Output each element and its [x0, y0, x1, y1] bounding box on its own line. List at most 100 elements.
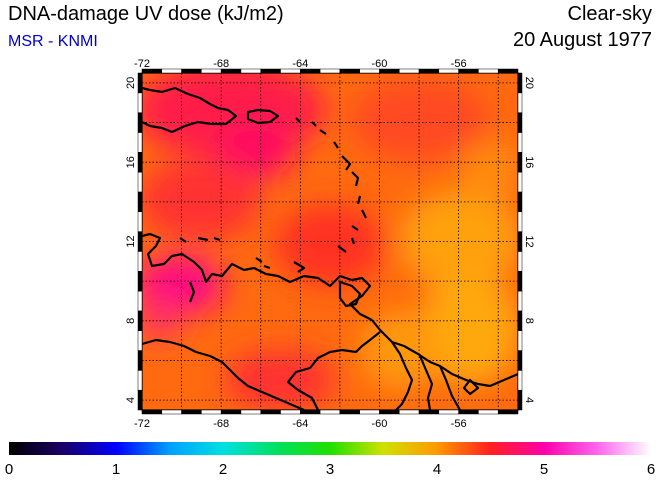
border-segment	[137, 370, 143, 391]
lon-label-top: -72	[134, 58, 150, 70]
border-segment	[517, 112, 523, 133]
border-segment	[497, 68, 519, 74]
border-segment	[137, 152, 143, 173]
date-label: 20 August 1977	[512, 29, 652, 51]
border-segment	[517, 211, 523, 232]
border-segment	[319, 409, 341, 415]
border-segment	[379, 409, 400, 415]
border-segment	[137, 350, 143, 371]
border-segment	[517, 72, 523, 94]
border-segment	[280, 409, 301, 415]
lat-label-left: 20	[125, 77, 137, 89]
border-segment	[201, 409, 222, 415]
border-segment	[517, 132, 523, 153]
colorbar-tick-label: 1	[112, 461, 120, 478]
lat-label-right: 20	[523, 77, 535, 89]
border-segment	[137, 72, 143, 94]
source-label: MSR - KNMI	[8, 33, 98, 50]
border-segment	[137, 171, 143, 193]
border-segment	[137, 231, 143, 252]
border-segment	[137, 251, 143, 272]
border-segment	[319, 68, 341, 74]
colorbar-tick-label: 3	[326, 461, 334, 478]
border-segment	[141, 409, 163, 415]
border-segment	[399, 409, 420, 415]
border-segment	[517, 270, 523, 292]
border-segment	[137, 112, 143, 133]
border-segment	[137, 330, 143, 351]
lon-label-bottom: -56	[451, 418, 467, 430]
map-title: DNA-damage UV dose (kJ/m2)	[8, 3, 284, 25]
border-segment	[517, 231, 523, 252]
border-segment	[161, 68, 182, 74]
lon-label-bottom: -60	[372, 418, 388, 430]
border-segment	[517, 251, 523, 272]
border-segment	[181, 409, 202, 415]
border-segment	[418, 68, 440, 74]
lon-label-top: -64	[292, 58, 308, 70]
lon-label-top: -68	[213, 58, 229, 70]
border-segment	[359, 409, 380, 415]
border-segment	[517, 191, 523, 213]
border-segment	[240, 409, 261, 415]
colorbar-tick-label: 2	[219, 461, 227, 478]
border-segment	[137, 191, 143, 213]
border-segment	[300, 409, 321, 415]
border-segment	[517, 290, 523, 312]
lat-label-right: 16	[523, 156, 535, 168]
border-segment	[517, 171, 523, 193]
border-segment	[517, 310, 523, 331]
border-segment	[260, 68, 281, 74]
border-segment	[517, 330, 523, 351]
border-segment	[478, 68, 499, 74]
border-segment	[438, 409, 459, 415]
colorbar-labels: 0 1 2 3 4 5 6	[5, 461, 655, 478]
colorbar-tick-label: 0	[5, 461, 13, 478]
uv-field	[142, 73, 518, 410]
lat-label-right: 8	[523, 318, 535, 324]
graticule	[142, 73, 518, 410]
border-segment	[458, 409, 479, 415]
lat-label-left: 8	[125, 318, 137, 324]
border-segment	[418, 409, 440, 415]
border-segment	[517, 92, 523, 113]
colorbar-tick-label: 5	[540, 461, 548, 478]
lat-label-left: 12	[125, 235, 137, 247]
border-segment	[137, 132, 143, 153]
border-segment	[137, 270, 143, 292]
border-segment	[137, 290, 143, 312]
colorbar-tick-label: 6	[647, 461, 655, 478]
border-segment	[497, 409, 519, 415]
border-segment	[240, 68, 261, 74]
border-segment	[339, 409, 360, 415]
uv-dose-map: -72 -72 -68 -68 -64 -64 -60 -60 -56 -56 4 4 8 8 12 12 16…	[125, 58, 535, 430]
colorbar-ramp	[9, 442, 651, 455]
border-segment	[517, 370, 523, 391]
lat-label-left: 4	[125, 397, 137, 403]
coastlines	[142, 86, 518, 410]
lat-label-left: 16	[125, 156, 137, 168]
border-segment	[478, 409, 499, 415]
border-segment	[339, 68, 360, 74]
border-segment	[517, 389, 523, 411]
lat-label-right: 4	[523, 397, 535, 403]
lat-label-right: 12	[523, 235, 535, 247]
lon-label-bottom: -72	[134, 418, 150, 430]
border-segment	[517, 152, 523, 173]
colorbar: 0 1 2 3 4 5 6	[5, 442, 655, 478]
lon-label-bottom: -64	[292, 418, 308, 430]
border-segment	[181, 68, 202, 74]
axis-labels: -72 -72 -68 -68 -64 -64 -60 -60 -56 -56 4 4 8 8 12 12 16…	[125, 58, 535, 430]
lon-label-top: -60	[372, 58, 388, 70]
map-border-ticks	[137, 68, 523, 415]
border-segment	[137, 211, 143, 232]
sky-condition-label: Clear-sky	[567, 3, 652, 25]
border-segment	[260, 409, 281, 415]
border-segment	[517, 350, 523, 371]
lon-label-top: -56	[451, 58, 467, 70]
border-segment	[137, 92, 143, 113]
border-segment	[137, 310, 143, 331]
border-segment	[137, 389, 143, 411]
border-segment	[161, 409, 182, 415]
lon-label-bottom: -68	[213, 418, 229, 430]
